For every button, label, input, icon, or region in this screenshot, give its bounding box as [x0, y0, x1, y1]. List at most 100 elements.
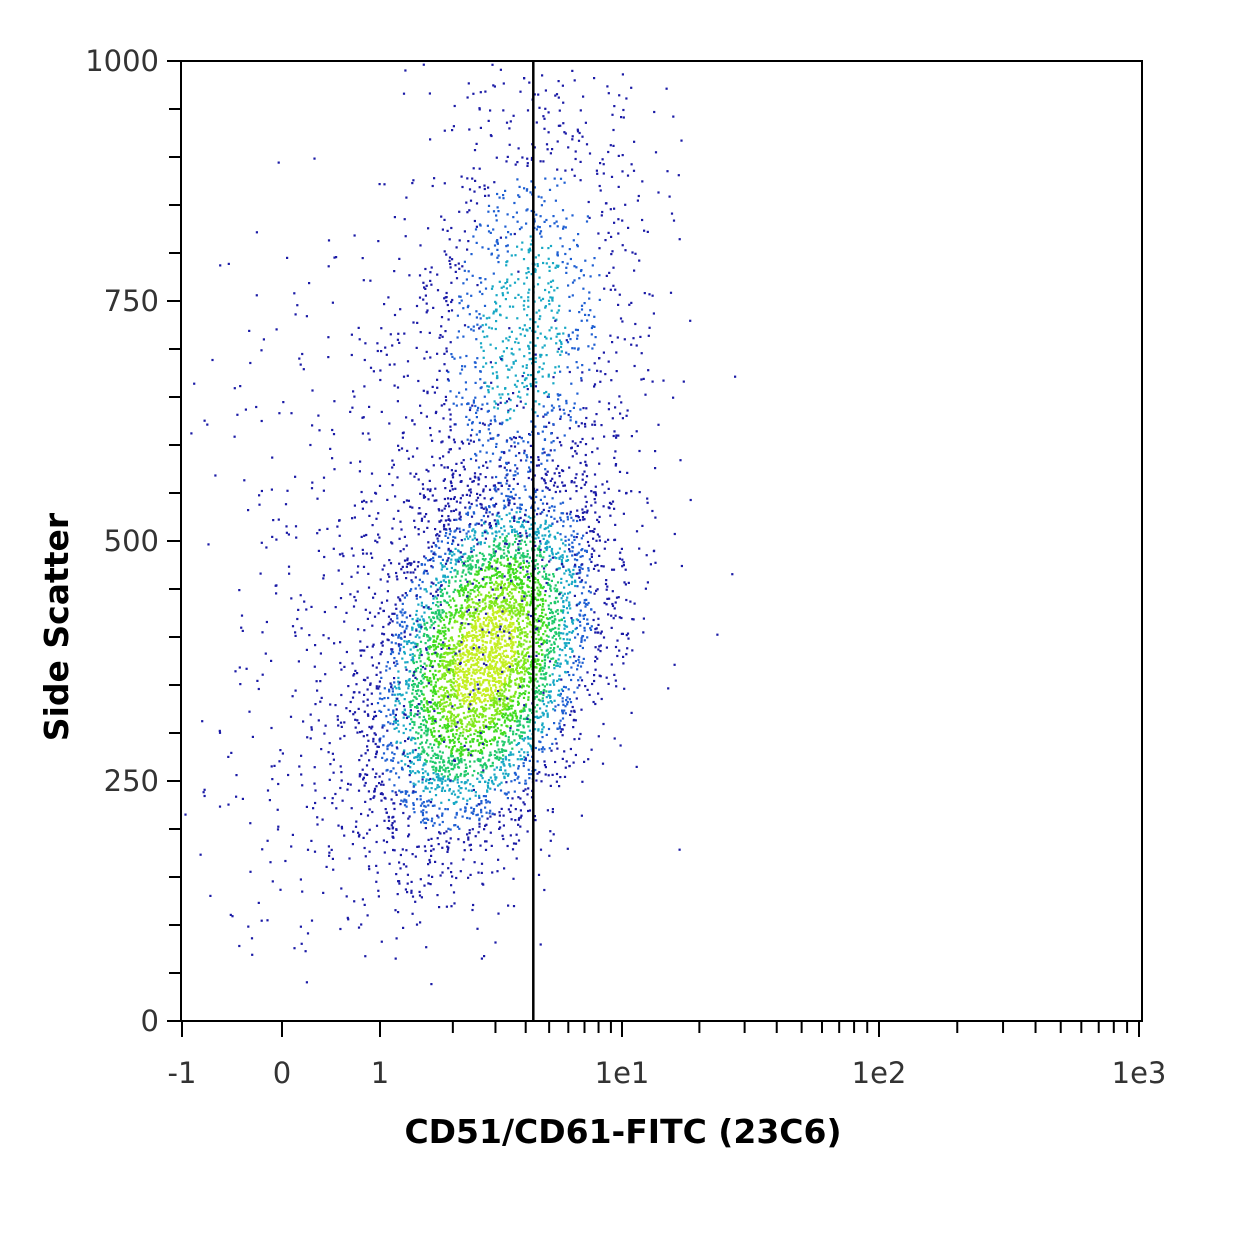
event-dot — [622, 655, 625, 658]
event-dot — [464, 787, 467, 790]
event-dot — [362, 678, 366, 681]
event-dot — [411, 657, 414, 660]
event-dot — [566, 555, 569, 558]
event-dot — [523, 658, 526, 661]
event-dot — [539, 677, 542, 680]
event-dot — [506, 578, 509, 581]
event-dot — [535, 666, 538, 669]
event-dot — [489, 654, 492, 657]
event-dot — [433, 739, 437, 742]
event-dot — [420, 700, 423, 703]
event-dot — [457, 686, 460, 689]
event-dot — [490, 594, 493, 597]
event-dot — [429, 585, 433, 588]
event-dot — [482, 598, 485, 601]
event-dot — [445, 612, 448, 615]
event-dot — [448, 746, 451, 749]
event-dot — [523, 591, 526, 594]
event-dot — [441, 716, 444, 719]
event-dot — [391, 816, 394, 819]
event-dot — [467, 530, 470, 533]
event-dot — [481, 631, 484, 634]
event-dot — [463, 564, 467, 567]
event-dot — [576, 686, 579, 689]
event-dot — [440, 685, 443, 688]
event-dot — [489, 631, 492, 634]
event-dot — [465, 737, 468, 741]
event-dot — [398, 693, 401, 696]
event-dot — [504, 719, 507, 722]
event-dot — [409, 771, 412, 774]
event-dot — [566, 638, 569, 641]
event-dot — [463, 716, 466, 719]
event-dot — [435, 499, 438, 502]
event-dot — [547, 617, 550, 621]
event-dot — [587, 567, 590, 570]
event-dot — [489, 704, 492, 707]
event-dot — [514, 808, 517, 811]
event-dot — [437, 624, 440, 627]
event-dot — [511, 848, 515, 851]
event-dot — [442, 696, 446, 699]
event-dot — [443, 574, 446, 577]
event-dot — [401, 614, 404, 617]
event-dot — [447, 735, 450, 738]
event-dot — [580, 549, 583, 552]
event-dot — [533, 815, 536, 818]
event-dot — [425, 604, 428, 607]
event-dot — [445, 601, 448, 604]
event-dot — [442, 708, 445, 711]
event-dot — [469, 740, 472, 743]
event-dot — [517, 623, 520, 626]
event-dot — [456, 572, 459, 575]
event-dot — [516, 608, 519, 612]
event-dot — [427, 773, 430, 776]
event-dot — [469, 873, 472, 876]
event-dot — [385, 811, 388, 814]
event-dot — [414, 642, 417, 645]
event-dot — [503, 598, 506, 601]
event-dot — [486, 817, 489, 820]
event-dot — [556, 600, 559, 603]
event-dot — [527, 585, 530, 588]
event-dot — [370, 702, 373, 706]
event-dot — [450, 558, 453, 561]
event-dot — [509, 597, 512, 601]
event-dot — [390, 641, 393, 644]
event-dot — [419, 648, 422, 651]
event-dot — [518, 604, 521, 607]
event-dot — [480, 593, 483, 596]
event-dot — [488, 679, 491, 682]
event-dot — [495, 722, 499, 725]
event-dot — [446, 690, 449, 693]
event-dot — [465, 728, 468, 731]
event-dot — [569, 525, 572, 528]
event-dot — [452, 535, 455, 539]
event-dot — [337, 569, 340, 572]
event-dot — [516, 661, 519, 664]
event-dot — [460, 761, 463, 764]
event-dot — [451, 755, 454, 758]
event-dot — [480, 802, 483, 805]
event-dot — [488, 739, 492, 742]
event-dot — [330, 848, 333, 851]
event-dot — [536, 547, 539, 550]
event-dot — [534, 596, 537, 599]
event-dot — [600, 697, 603, 701]
event-dot — [477, 570, 480, 573]
event-dot — [552, 681, 555, 684]
event-dot — [570, 710, 573, 713]
event-dot — [562, 542, 565, 545]
event-dot — [493, 670, 496, 673]
event-dot — [406, 873, 409, 876]
event-dot — [514, 692, 517, 695]
event-dot — [557, 464, 560, 468]
event-dot — [498, 610, 501, 613]
event-dot — [499, 659, 502, 662]
event-dot — [517, 729, 520, 732]
event-dot — [508, 542, 511, 545]
event-dot — [478, 794, 481, 797]
event-dot — [576, 559, 579, 562]
event-dot — [457, 643, 460, 646]
event-dot — [459, 607, 462, 610]
